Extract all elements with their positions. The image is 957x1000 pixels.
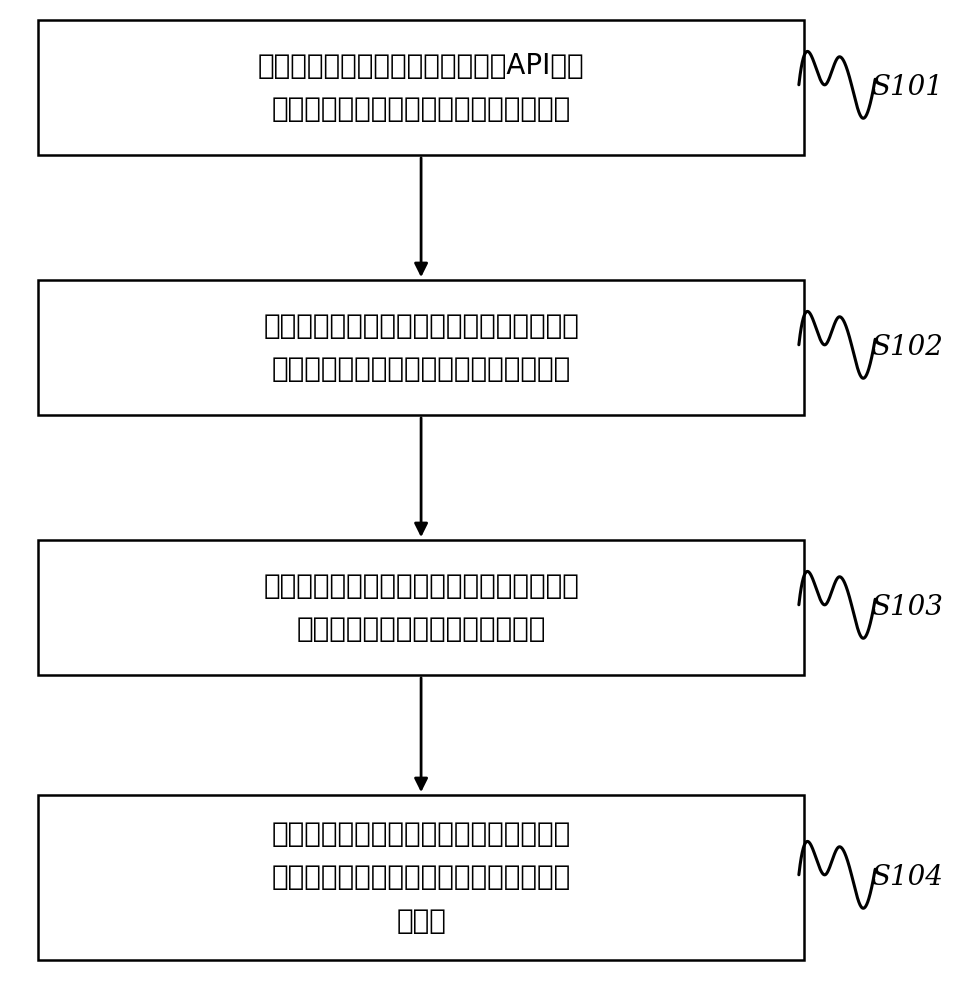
Bar (38, 280, 804, 415)
Bar (38, 540, 804, 675)
Text: S104: S104 (871, 864, 943, 891)
Text: 根据集群规格描述信息，通过相应的适配接
口自动创建相应的工作负载集群。: 根据集群规格描述信息，通过相应的适配接 口自动创建相应的工作负载集群。 (263, 572, 579, 643)
Bar (38, 20, 804, 155)
Text: 当监测到目标资源变更，对目标资源进行
处理直至达到集群规格描述信息中的期望
状态。: 当监测到目标资源变更，对目标资源进行 处理直至达到集群规格描述信息中的期望 状态… (272, 820, 570, 935)
Text: S102: S102 (871, 334, 943, 361)
Text: S103: S103 (871, 594, 943, 621)
Text: 预先配置多个适配接口，以使各类型云平台
通过相应适配接口操作管理集群的资源。: 预先配置多个适配接口，以使各类型云平台 通过相应适配接口操作管理集群的资源。 (263, 312, 579, 383)
Text: S101: S101 (871, 74, 943, 101)
Text: 预先通过在管理集群中自定义多个API对象
作为定制资源，生成集群规格描述信息。: 预先通过在管理集群中自定义多个API对象 作为定制资源，生成集群规格描述信息。 (257, 52, 585, 123)
Bar (38, 795, 804, 960)
